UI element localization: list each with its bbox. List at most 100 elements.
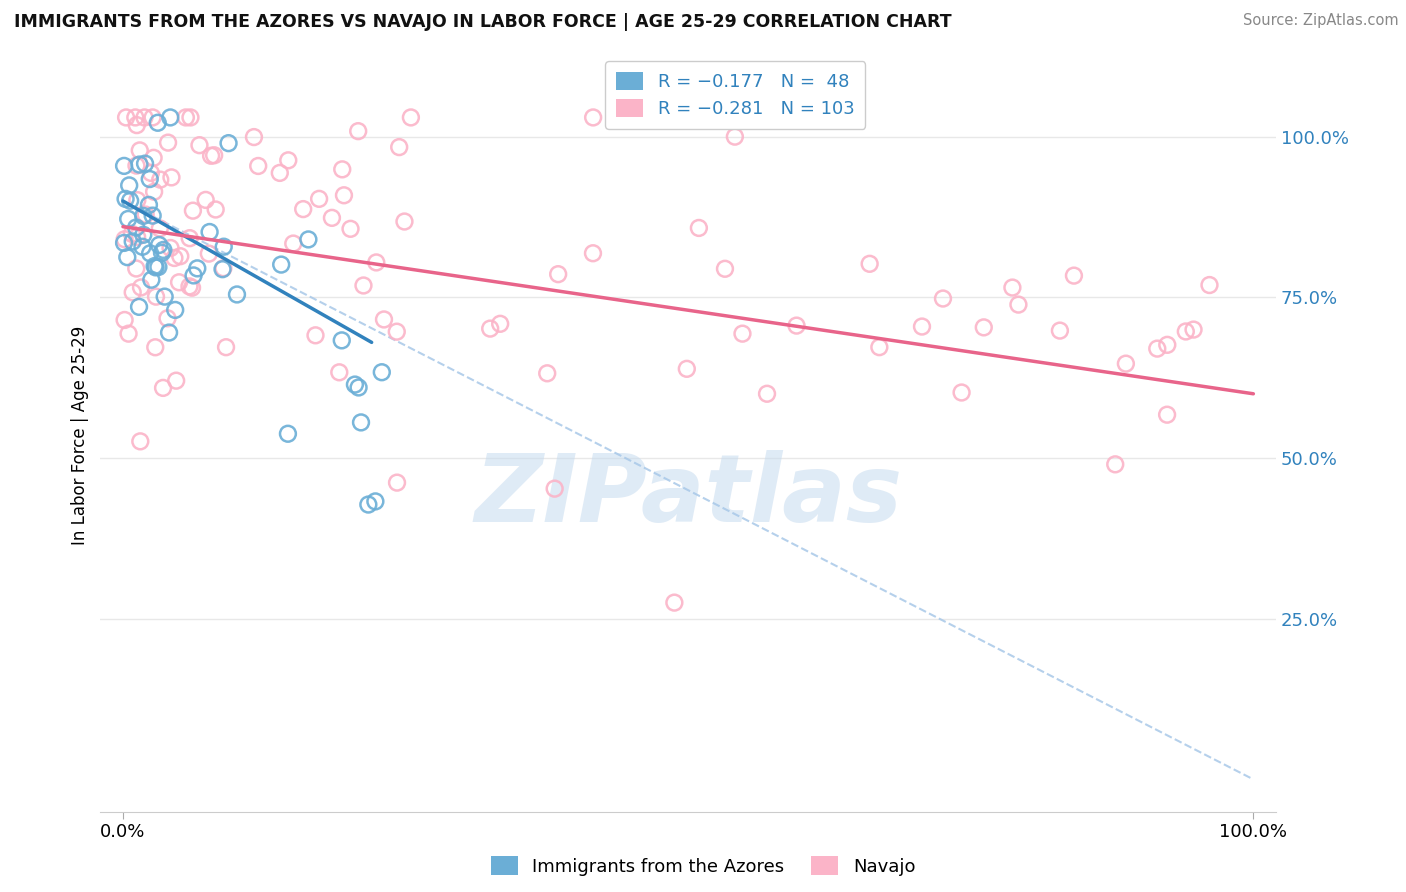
Point [153, 290, 176, 304]
Point [169, 249, 191, 263]
Point [146, 116, 169, 130]
Point [183, 268, 205, 283]
Point [675, 361, 697, 376]
Point [143, 259, 166, 273]
Point [202, 148, 225, 162]
Point [142, 209, 165, 223]
Point [186, 261, 208, 276]
Point [129, 434, 152, 449]
Text: Source: ZipAtlas.com: Source: ZipAtlas.com [1243, 13, 1399, 29]
Point [950, 385, 973, 400]
Point [118, 178, 141, 193]
Point [117, 211, 139, 226]
Point [756, 386, 779, 401]
Point [371, 365, 394, 379]
Point [198, 225, 221, 239]
Point [179, 231, 201, 245]
Point [479, 321, 502, 335]
Point [149, 172, 172, 186]
Point [152, 243, 174, 257]
Point [114, 313, 136, 327]
Point [181, 281, 204, 295]
Point [142, 111, 165, 125]
Point [347, 124, 370, 138]
Point [543, 482, 565, 496]
Point [139, 246, 162, 260]
Point [1001, 280, 1024, 294]
Point [357, 498, 380, 512]
Point [328, 365, 350, 379]
Point [167, 275, 190, 289]
Point [145, 290, 167, 304]
Point [1198, 278, 1220, 293]
Point [688, 221, 710, 235]
Point [270, 258, 292, 272]
Point [143, 185, 166, 199]
Point [385, 325, 408, 339]
Point [143, 340, 166, 354]
Point [1104, 458, 1126, 472]
Point [134, 156, 156, 170]
Point [859, 257, 882, 271]
Point [121, 235, 143, 249]
Point [188, 138, 211, 153]
Point [112, 159, 135, 173]
Point [163, 251, 186, 265]
Point [179, 279, 201, 293]
Point [117, 326, 139, 341]
Point [1182, 322, 1205, 336]
Point [159, 241, 181, 255]
Point [664, 596, 686, 610]
Point [132, 227, 155, 242]
Point [350, 416, 373, 430]
Point [129, 280, 152, 294]
Point [121, 285, 143, 300]
Point [292, 202, 315, 216]
Point [148, 238, 170, 252]
Point [157, 136, 180, 150]
Legend: R = −0.177   N =  48, R = −0.281   N = 103: R = −0.177 N = 48, R = −0.281 N = 103 [605, 62, 865, 128]
Point [1063, 268, 1085, 283]
Point [333, 188, 356, 202]
Point [582, 246, 605, 260]
Point [198, 246, 221, 260]
Point [121, 227, 143, 241]
Point [128, 157, 150, 171]
Point [347, 380, 370, 394]
Point [330, 162, 353, 177]
Text: IMMIGRANTS FROM THE AZORES VS NAVAJO IN LABOR FORCE | AGE 25-29 CORRELATION CHAR: IMMIGRANTS FROM THE AZORES VS NAVAJO IN … [14, 13, 952, 31]
Point [131, 240, 153, 254]
Point [149, 221, 172, 235]
Point [1007, 297, 1029, 311]
Point [297, 232, 319, 246]
Point [174, 111, 197, 125]
Point [536, 366, 558, 380]
Point [388, 140, 411, 154]
Point [157, 326, 180, 340]
Point [127, 230, 149, 244]
Point [179, 111, 201, 125]
Point [165, 374, 187, 388]
Point [364, 494, 387, 508]
Point [120, 194, 142, 208]
Point [247, 159, 270, 173]
Legend: Immigrants from the Azores, Navajo: Immigrants from the Azores, Navajo [484, 849, 922, 883]
Point [868, 340, 890, 354]
Point [139, 166, 162, 180]
Point [181, 203, 204, 218]
Point [277, 153, 299, 168]
Point [125, 159, 148, 173]
Point [117, 250, 139, 264]
Point [283, 236, 305, 251]
Point [724, 129, 747, 144]
Point [1156, 408, 1178, 422]
Point [134, 111, 156, 125]
Point [194, 193, 217, 207]
Point [160, 170, 183, 185]
Point [218, 136, 240, 150]
Point [141, 273, 163, 287]
Point [114, 192, 136, 206]
Point [125, 118, 148, 132]
Point [366, 255, 388, 269]
Point [159, 111, 181, 125]
